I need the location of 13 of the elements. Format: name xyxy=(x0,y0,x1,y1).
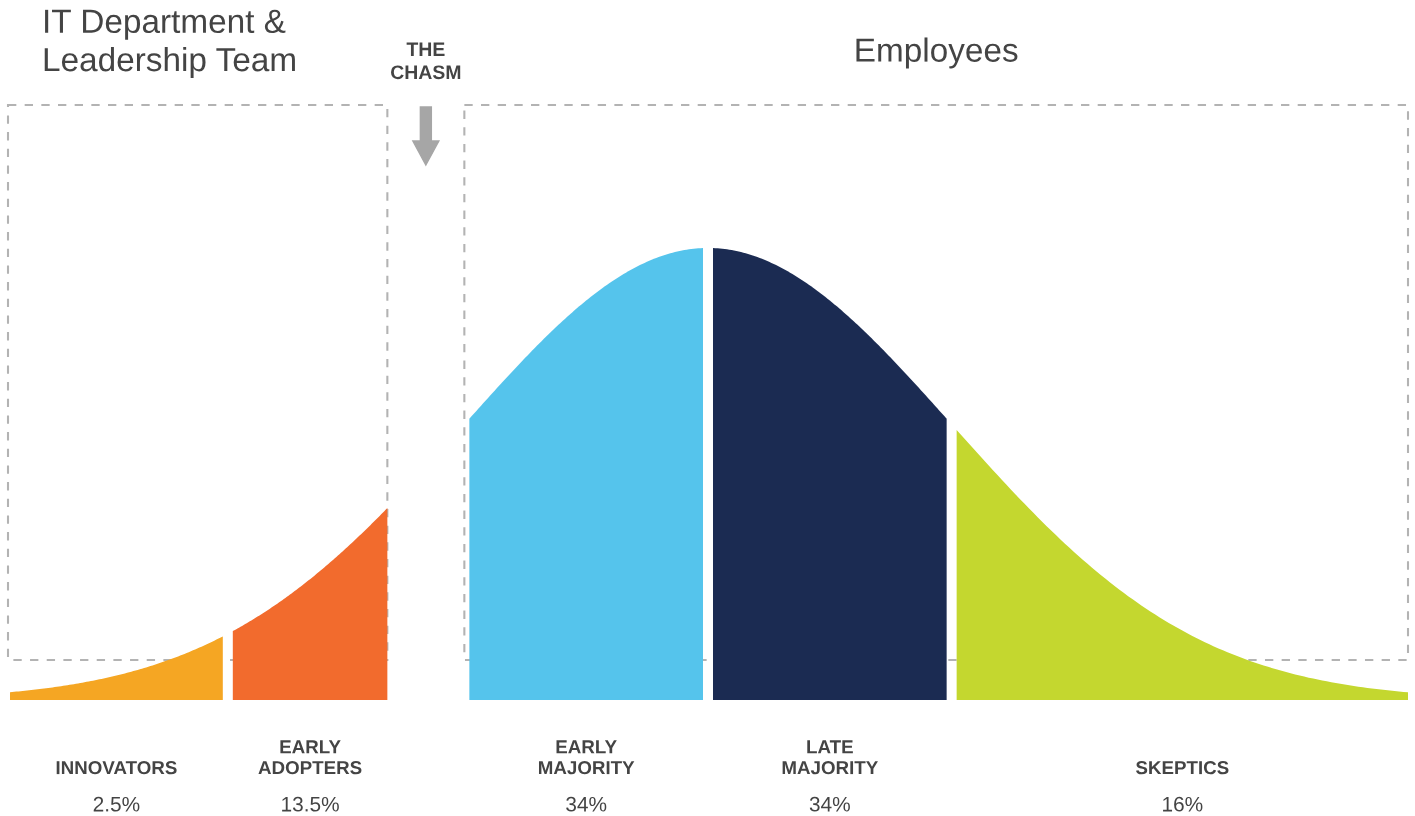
data-label: 34% xyxy=(566,796,607,812)
text: Employees xyxy=(856,37,1018,69)
category-label: SKEPTICS xyxy=(1135,761,1229,775)
data-label: 34% xyxy=(809,796,850,812)
data-label: 13.5% xyxy=(282,796,339,812)
data-label: 2.5% xyxy=(93,796,140,812)
data-label: 16% xyxy=(1163,796,1203,812)
category-label: EARLY MAJORITY xyxy=(538,740,635,775)
category-label: LATE MAJORITY xyxy=(782,740,878,775)
category-label: EARLY ADOPTERS xyxy=(258,740,362,775)
text: IT Department & Leadership Team xyxy=(44,9,295,78)
category-label: INNOVATORS xyxy=(56,761,177,775)
text: THE CHASM xyxy=(391,42,461,80)
